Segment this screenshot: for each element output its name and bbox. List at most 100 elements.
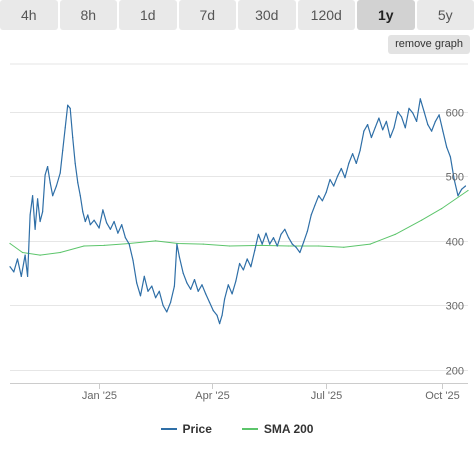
tab-5y[interactable]: 5y [416,0,474,30]
legend-label-price: Price [182,422,212,436]
price-point [400,116,403,118]
price-point [434,120,436,122]
price-point [178,256,180,258]
legend-swatch-price [160,428,177,430]
price-point [370,136,372,139]
tab-4h[interactable]: 4h [0,0,58,30]
price-point [98,227,100,229]
price-point [128,243,130,245]
price-point [295,246,297,248]
price-point [84,220,86,223]
price-point [227,284,229,286]
price-point [389,136,391,139]
price-point [231,293,233,295]
x-tick-label-3: Oct '25 [425,390,460,402]
tab-8h[interactable]: 8h [59,0,117,30]
tab-1y[interactable]: 1y [357,0,415,30]
legend-item-sma-200[interactable]: SMA 200 [241,422,314,436]
price-point [242,269,244,271]
sma-200-point [177,242,179,245]
sma-200-point [369,243,371,245]
price-point [329,178,331,181]
price-point [382,129,384,131]
price-point [173,285,175,287]
price-point [139,295,142,297]
price-point [284,228,286,230]
price-point [333,185,335,187]
price-point [457,195,459,197]
price-point [143,275,145,277]
price-point [166,311,168,313]
price-point [325,191,327,193]
x-tick-label-0: Jan '25 [82,390,117,402]
price-point [265,232,267,234]
price-point [344,177,346,179]
price-point [254,250,256,252]
price-point [151,285,153,287]
sma-200-point [421,219,423,221]
price-point [155,297,157,299]
grid [10,63,468,384]
price-point [280,233,282,235]
price-point [29,214,31,216]
price-point [31,195,34,197]
price-point [20,275,22,277]
legend-label-sma-200: SMA 200 [263,422,314,436]
price-point [385,120,387,122]
sma-200-point [39,254,41,256]
tab-1d[interactable]: 1d [119,0,177,30]
y-tick-label-200: 200 [446,366,464,378]
price-point [113,220,115,223]
price-point [408,107,410,109]
sma-200-point [467,189,469,192]
price-point [102,209,104,211]
price-point [416,120,418,122]
price-point [208,301,211,303]
tab-120d[interactable]: 120d [297,0,355,30]
price-point [42,211,44,213]
price-point [412,112,414,114]
price-point [224,298,226,300]
legend: Price SMA 200 [0,418,474,440]
price-point [197,290,199,292]
price-point [453,178,455,181]
price-point [89,224,91,226]
price-point [176,243,178,245]
price-point [106,222,108,224]
sma-200-point [318,245,320,247]
price-point [216,314,218,316]
price-point [348,162,350,164]
price-point [378,117,380,119]
price-point [446,146,448,148]
price-point [37,198,39,200]
price-point [72,136,74,139]
price-point [201,284,203,286]
price-point [374,127,376,129]
price-point [261,243,263,245]
price-point [303,241,305,243]
price-point [158,290,160,292]
price-point [314,204,316,206]
legend-swatch-sma-200 [241,428,258,430]
price-point [321,200,323,202]
price-point [318,195,320,197]
sma-200-line [9,190,469,256]
price-point [9,266,11,268]
remove-graph-button[interactable]: remove graph [388,35,470,54]
price-point [461,188,463,190]
price-point [219,323,221,325]
price-point [136,282,138,284]
price-point [24,254,26,256]
price-point [359,149,361,151]
price-point [193,279,196,281]
legend-item-price[interactable]: Price [160,422,212,436]
tab-30d[interactable]: 30d [238,0,296,30]
price-line [9,98,466,325]
price-point [170,301,172,303]
sma-200-point [288,245,290,247]
price-point [257,233,259,235]
tab-7d[interactable]: 7d [178,0,236,30]
price-point [235,280,237,282]
price-point [272,237,275,239]
